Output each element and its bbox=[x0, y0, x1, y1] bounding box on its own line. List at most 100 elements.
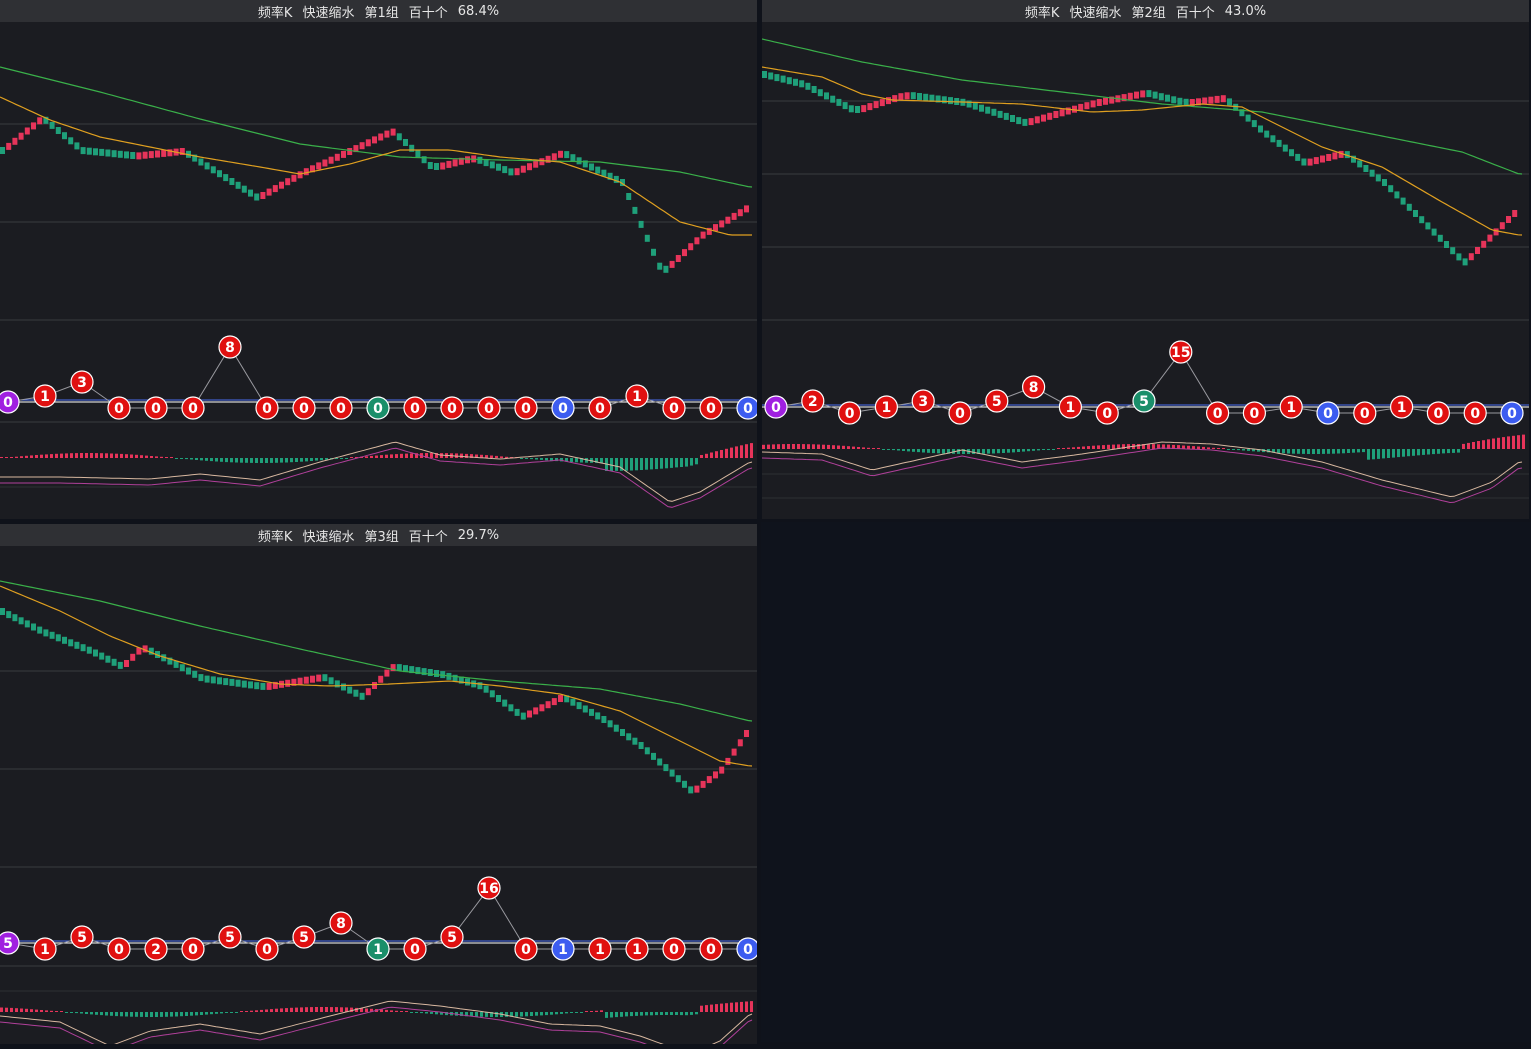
macd-bar bbox=[220, 458, 223, 462]
bubble-circle bbox=[1206, 401, 1230, 425]
macd-bar bbox=[1102, 445, 1105, 449]
macd-bar bbox=[250, 1010, 253, 1012]
count-bubble: 0 bbox=[0, 390, 20, 414]
macd-bar bbox=[550, 458, 553, 461]
macd-bar bbox=[100, 453, 103, 458]
bubble-circle bbox=[1500, 401, 1524, 425]
macd-bar bbox=[1342, 449, 1345, 454]
count-bubble: 0 bbox=[403, 937, 427, 961]
bubble-label: 0 bbox=[114, 401, 124, 417]
macd-bar bbox=[125, 1012, 128, 1017]
bubble-circle bbox=[292, 396, 316, 420]
count-bubble: 1 bbox=[551, 937, 575, 961]
macd-bar bbox=[837, 445, 840, 449]
macd-bar bbox=[862, 447, 865, 449]
candle-bar bbox=[254, 682, 260, 690]
candle-bar bbox=[644, 747, 650, 755]
macd-bar bbox=[75, 1012, 78, 1014]
candle-bar bbox=[117, 150, 123, 158]
candle-bar bbox=[204, 675, 210, 683]
count-bubble: 5 bbox=[440, 925, 464, 949]
candle-bar bbox=[824, 92, 829, 100]
macd-bar bbox=[645, 1012, 648, 1016]
candle-bar bbox=[620, 729, 625, 736]
macd-bar bbox=[405, 1011, 408, 1012]
bubble-label: 0 bbox=[521, 942, 531, 958]
candle-bar bbox=[378, 675, 384, 683]
bubble-label: 8 bbox=[225, 340, 235, 356]
bubble-label: 8 bbox=[1029, 380, 1039, 396]
candle-bar bbox=[310, 165, 315, 173]
chart-panel-3: 频率K 快速缩水 第3组 百十个 29.7% 5 1 5 0 2 0 5 0 5 8 1 0 5 16 0 1… bbox=[0, 524, 757, 1044]
candle-bar bbox=[1444, 241, 1449, 248]
candle-bar bbox=[353, 689, 359, 697]
candle-bar bbox=[694, 785, 700, 793]
macd-bar bbox=[150, 456, 153, 458]
candle-bar bbox=[1053, 111, 1059, 118]
candle-bar bbox=[1022, 118, 1028, 126]
candle-bar bbox=[706, 227, 712, 235]
candle-bar bbox=[31, 623, 36, 631]
bubble-label: 1 bbox=[40, 942, 50, 958]
candle-bar bbox=[1183, 98, 1189, 106]
bubble-label: 1 bbox=[632, 389, 642, 405]
dif-line bbox=[0, 441, 753, 502]
macd-bar bbox=[150, 1012, 153, 1017]
bubble-label: 2 bbox=[808, 394, 818, 410]
candle-bar bbox=[266, 682, 272, 690]
macd-bar bbox=[715, 1004, 718, 1012]
candle-bar bbox=[489, 161, 495, 169]
macd-bar bbox=[430, 1012, 433, 1014]
macd-bar bbox=[160, 1012, 163, 1017]
macd-bar bbox=[842, 445, 845, 449]
candle-bar bbox=[359, 142, 365, 150]
candle-bar bbox=[496, 163, 501, 171]
count-bubble: 5 bbox=[1132, 389, 1156, 413]
candle-bar bbox=[1437, 234, 1443, 242]
candle-bar bbox=[1010, 115, 1015, 122]
title-part: 43.0% bbox=[1224, 3, 1267, 19]
bubble-circle bbox=[329, 396, 353, 420]
bubble-circle bbox=[477, 396, 501, 420]
macd-bar bbox=[465, 1012, 468, 1017]
candle-bar bbox=[545, 701, 551, 709]
candle-bar bbox=[390, 664, 396, 672]
count-bubble: 0 bbox=[255, 937, 279, 961]
candle-bar bbox=[682, 249, 687, 257]
macd-bar bbox=[590, 1011, 593, 1012]
candle-bar bbox=[105, 655, 111, 663]
candle-bar bbox=[130, 653, 136, 661]
macd-bar bbox=[395, 1010, 398, 1012]
macd-bar bbox=[285, 1008, 288, 1012]
bubble-circle bbox=[403, 396, 427, 420]
candle-bar bbox=[1400, 197, 1406, 205]
candle-bar bbox=[161, 149, 167, 157]
bubble-label: 1 bbox=[595, 942, 605, 958]
macd-bar bbox=[600, 1010, 603, 1012]
count-bubble: 0 bbox=[440, 396, 464, 420]
macd-bar bbox=[867, 447, 870, 449]
macd-bar bbox=[797, 444, 800, 449]
candle-bar bbox=[49, 121, 55, 129]
macd-bar bbox=[575, 1012, 578, 1013]
macd-bar bbox=[1172, 444, 1175, 449]
bubble-label: 0 bbox=[484, 401, 494, 417]
bubble-label: 0 bbox=[706, 942, 716, 958]
macd-bar bbox=[1267, 449, 1270, 453]
candle-bar bbox=[595, 166, 601, 174]
count-bubble: 1 bbox=[33, 384, 57, 408]
candle-bar bbox=[1034, 116, 1040, 124]
macd-bar bbox=[555, 1012, 558, 1015]
candle-bar bbox=[539, 704, 545, 712]
macd-bar bbox=[170, 1012, 173, 1017]
macd-bar bbox=[135, 454, 138, 458]
macd-bar bbox=[185, 458, 188, 460]
macd-bar bbox=[310, 1007, 313, 1012]
count-bubble: 1 bbox=[33, 937, 57, 961]
macd-bar bbox=[1292, 449, 1295, 454]
candle-bar bbox=[328, 156, 334, 164]
macd-bar bbox=[210, 1012, 213, 1015]
macd-bar bbox=[505, 1012, 508, 1017]
candle-bar bbox=[570, 154, 576, 162]
macd-bar bbox=[952, 449, 955, 454]
